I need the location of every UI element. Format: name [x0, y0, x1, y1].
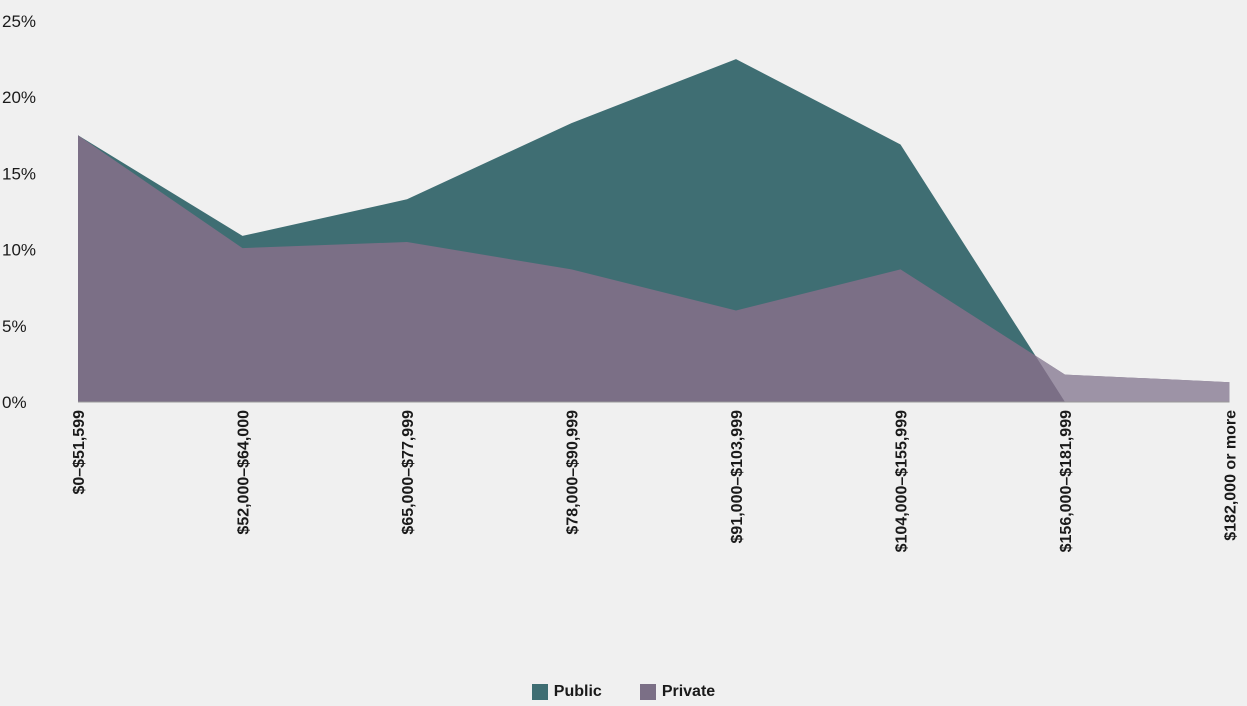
- y-tick-label: 20%: [2, 88, 36, 107]
- x-axis: $0–$51,599 $52,000–$64,000 $65,000–$77,999…: [71, 410, 1240, 552]
- x-tick-label: $182,000 or more: [1223, 410, 1240, 541]
- x-tick-label: $104,000–$155,999: [894, 410, 911, 552]
- y-axis: 0% 5% 10% 15% 20% 25%: [2, 12, 36, 412]
- x-tick-label: $0–$51,599: [71, 410, 88, 495]
- x-tick-label: $156,000–$181,999: [1058, 410, 1075, 552]
- y-tick-label: 15%: [2, 164, 36, 183]
- y-tick-label: 10%: [2, 241, 36, 260]
- legend-item-public: Public: [531, 683, 602, 701]
- x-tick-label: $52,000–$64,000: [236, 410, 253, 535]
- x-tick-label: $91,000–$103,999: [729, 410, 746, 544]
- chart-areas: [78, 59, 1230, 403]
- legend-swatch-public: [531, 684, 548, 700]
- x-tick-label: $78,000–$90,999: [565, 410, 582, 535]
- y-tick-label: 5%: [2, 317, 27, 336]
- area-series-private: [78, 135, 1230, 403]
- legend-swatch-private: [639, 684, 656, 700]
- legend-item-private: Private: [639, 683, 716, 701]
- y-tick-label: 0%: [2, 393, 27, 412]
- legend-label-private: Private: [661, 683, 716, 700]
- area-series-private-tail: [1035, 355, 1230, 402]
- x-tick-label: $65,000–$77,999: [400, 410, 417, 535]
- y-tick-label: 25%: [2, 12, 36, 31]
- legend: Public Private: [0, 683, 1247, 701]
- legend-label-public: Public: [553, 683, 602, 700]
